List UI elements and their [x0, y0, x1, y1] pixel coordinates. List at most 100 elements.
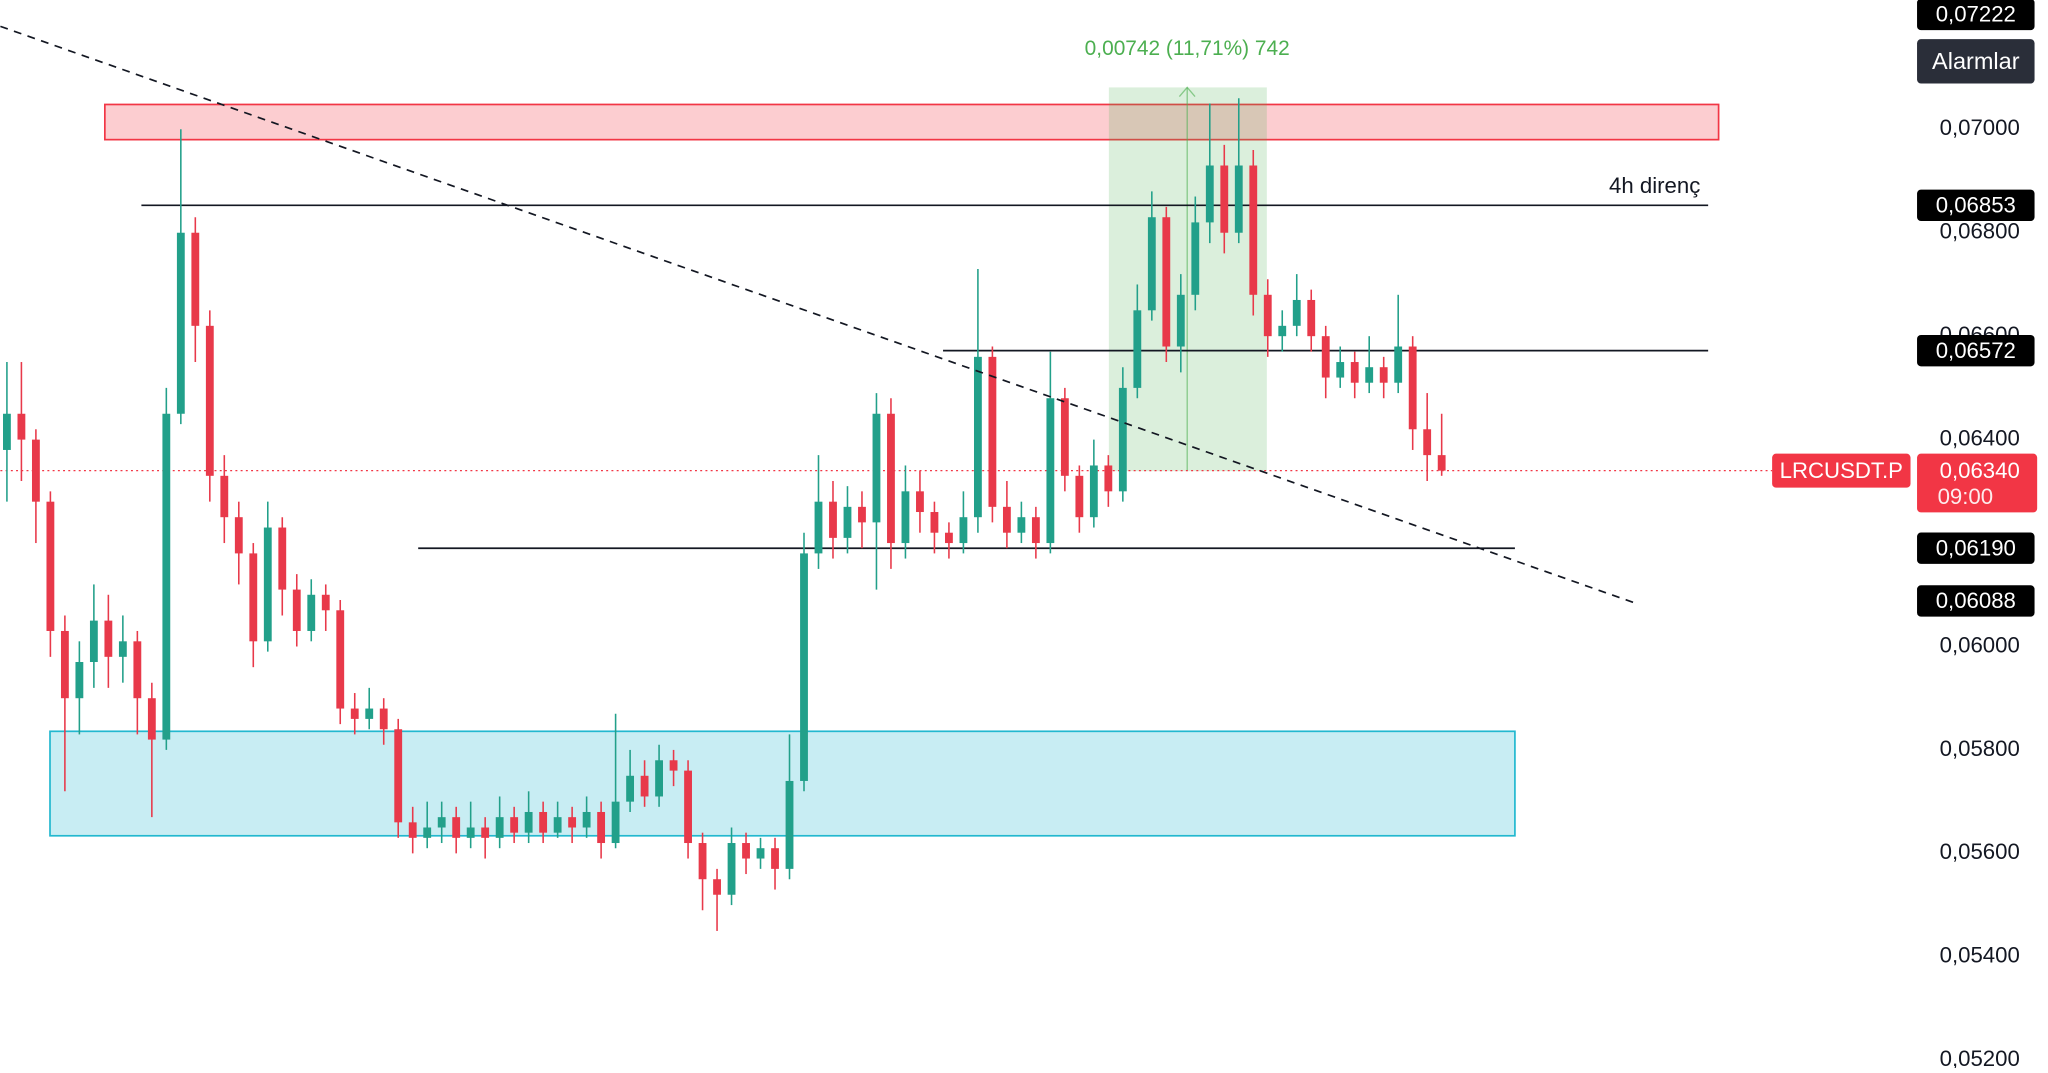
candle-body: [1350, 362, 1359, 383]
candle-body: [597, 811, 606, 844]
level-label: 4h direnç: [1609, 173, 1700, 198]
candle-body: [785, 780, 794, 869]
candle-body: [1176, 294, 1185, 347]
last-price-badge: [1917, 453, 2038, 513]
countdown-label: 09:00: [1938, 484, 1994, 509]
candle-body: [945, 532, 953, 544]
y-tick-label: 0,05800: [1940, 736, 2020, 761]
price-badge: [1917, 334, 2035, 367]
y-tick-label: 0,07000: [1940, 115, 2020, 140]
candle-body: [1147, 217, 1156, 311]
price-badge-label: 0,06190: [1936, 535, 2016, 560]
last-price-label: 0,06340: [1940, 458, 2020, 483]
candle-body: [495, 817, 504, 838]
candle-body: [278, 527, 287, 590]
candle-body: [60, 630, 69, 699]
candle-body: [336, 610, 345, 709]
candle-body: [843, 506, 852, 538]
candle-body: [408, 822, 417, 838]
price-badge-label: 0,06853: [1936, 192, 2016, 217]
y-tick-label: 0,05600: [1940, 839, 2020, 864]
candle-body: [1220, 165, 1229, 233]
candle-body: [1031, 517, 1040, 544]
candle-body: [321, 594, 330, 611]
trendline: [0, 25, 1636, 604]
candle-body: [176, 232, 185, 414]
y-tick-label: 0,05200: [1940, 1046, 2020, 1068]
candle-body: [1118, 387, 1127, 492]
candle-body: [872, 413, 881, 523]
candle-body: [1133, 310, 1142, 388]
candle-body: [640, 775, 649, 797]
candle-body: [814, 501, 823, 554]
support-zone: [49, 730, 1516, 837]
candle-body: [626, 775, 635, 802]
price-badge-label: 0,07222: [1936, 2, 2016, 27]
candle-body: [3, 413, 11, 450]
alerts-button-label[interactable]: Alarmlar: [1932, 48, 2020, 74]
candle-body: [1379, 367, 1388, 383]
candle-body: [481, 827, 490, 838]
candle-body: [1191, 222, 1200, 295]
candle-body: [234, 517, 243, 554]
resistance-zone: [103, 103, 1720, 141]
candle-body: [350, 708, 359, 719]
candle-body: [1437, 455, 1446, 471]
candle-body: [771, 848, 779, 869]
price-badge: [1917, 0, 2035, 31]
candle-body: [31, 439, 40, 502]
candle-body: [988, 356, 997, 507]
candle-body: [133, 641, 142, 699]
candle-body: [437, 817, 446, 828]
candle-body: [263, 527, 272, 642]
y-tick-label: 0,06800: [1940, 219, 2020, 244]
candle-body: [1321, 336, 1330, 378]
candle-body: [147, 698, 156, 740]
candle-body: [307, 594, 316, 631]
candle-body: [1162, 217, 1171, 347]
price-badge-label: 0,06572: [1936, 338, 2016, 363]
candle-body: [365, 708, 374, 719]
candle-body: [220, 475, 229, 518]
candle-body: [1017, 517, 1026, 533]
symbol-label: LRCUSDT.P: [1780, 458, 1903, 483]
candle-body: [1205, 165, 1214, 223]
candle-body: [742, 843, 750, 859]
candle-body: [394, 729, 403, 823]
candle-body: [727, 843, 736, 895]
candle-body: [1278, 325, 1287, 337]
price-badge: [1917, 189, 2035, 221]
candle-body: [1423, 429, 1432, 456]
candle-body: [1046, 398, 1055, 544]
candle-body: [162, 413, 171, 740]
price-badge: [1917, 532, 2035, 564]
alerts-button[interactable]: [1917, 39, 2035, 84]
candle-body: [205, 325, 214, 476]
candle-body: [698, 843, 707, 880]
candle-body: [17, 413, 26, 440]
candle-body: [959, 517, 968, 544]
candle-body: [684, 770, 692, 844]
candle-body: [452, 817, 461, 838]
candle-body: [858, 506, 866, 523]
measure-arrowhead: [1178, 86, 1196, 97]
candle-body: [655, 760, 663, 797]
candle-body: [611, 801, 620, 844]
candle-body: [887, 413, 895, 544]
candle-body: [1002, 506, 1011, 533]
candle-body: [713, 879, 721, 895]
candle-body: [89, 620, 98, 663]
candle-body: [46, 501, 55, 631]
candle-body: [829, 501, 837, 538]
candle-body: [1060, 398, 1069, 476]
price-badge-label: 0,06088: [1936, 588, 2016, 613]
y-tick-label: 0,06000: [1940, 632, 2020, 657]
candle-body: [1263, 294, 1272, 337]
candle-body: [1292, 299, 1301, 326]
candle-body: [553, 817, 562, 833]
candle-body: [292, 589, 301, 631]
candle-body: [524, 811, 533, 833]
candle-body: [800, 553, 808, 781]
